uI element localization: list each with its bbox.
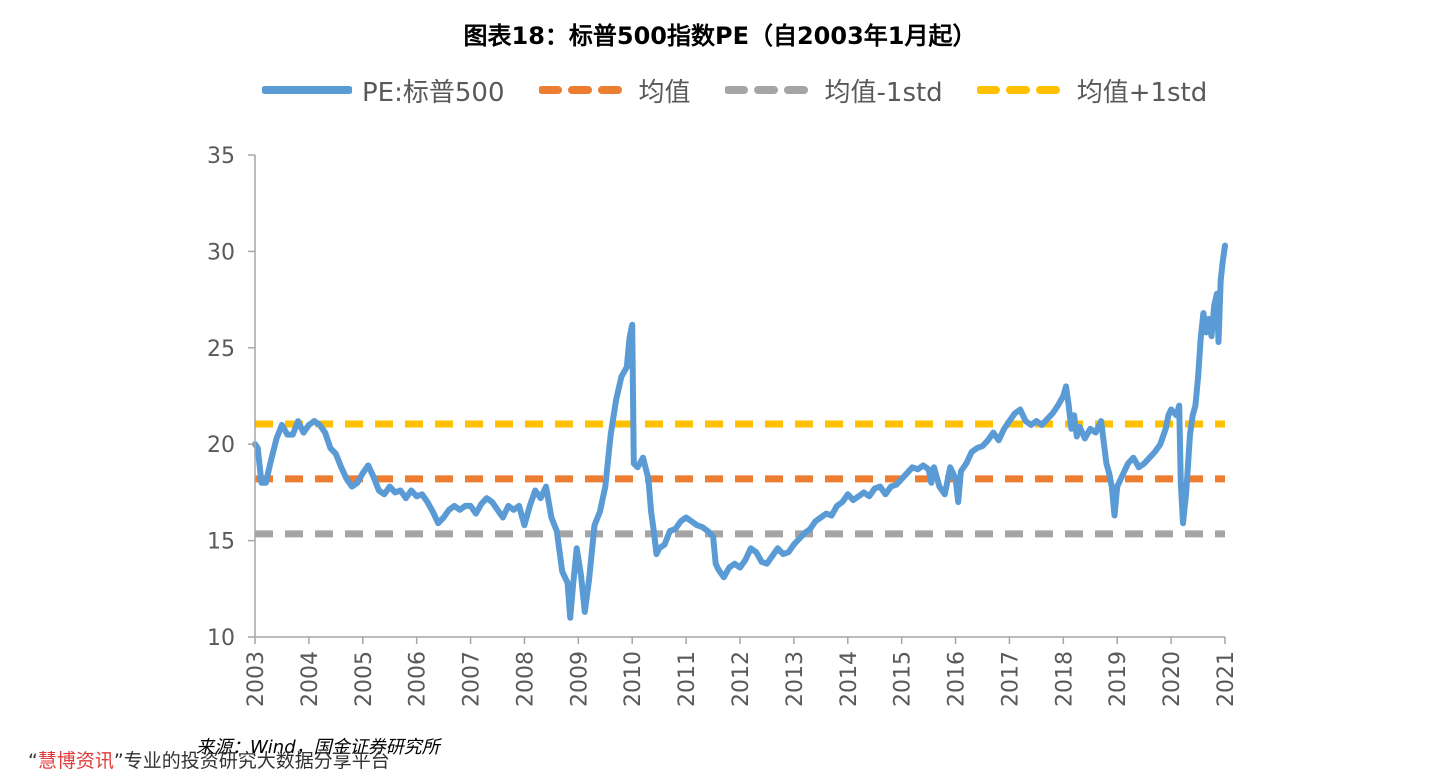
legend-swatch	[538, 86, 629, 94]
y-tick-label: 30	[207, 240, 235, 265]
source-note: 来源：Wind，国金证券研究所	[196, 737, 440, 758]
x-tick-label: 2019	[1106, 651, 1131, 707]
y-tick-label: 15	[207, 530, 235, 555]
y-tick-label: 10	[207, 626, 235, 651]
legend-label: 均值-1std	[824, 77, 943, 108]
legend: PE:标普500 均值 均值-1std 均值+1std	[262, 70, 1207, 110]
x-tick-label: 2004	[298, 651, 323, 707]
watermark-suffix: ”专业的投资研究大数据分享平台	[113, 750, 390, 772]
series-line-0	[252, 242, 1228, 621]
x-tick-label: 2005	[352, 651, 377, 707]
watermark-prefix: “	[28, 750, 38, 772]
x-tick-label: 2010	[621, 651, 646, 707]
x-tick-label: 2011	[675, 651, 700, 707]
legend-label: 均值	[638, 77, 691, 108]
legend-item: 均值	[538, 72, 691, 109]
x-tick-label: 2020	[1160, 651, 1185, 707]
x-tick-label: 2015	[891, 651, 916, 707]
x-tick-label: 2013	[783, 651, 808, 707]
legend-swatch	[724, 86, 815, 94]
legend-item: PE:标普500	[262, 72, 505, 109]
watermark-brand: 慧博资讯	[37, 750, 114, 772]
legend-swatch	[976, 86, 1067, 94]
legend-label: PE:标普500	[362, 77, 505, 108]
x-tick-label: 2018	[1052, 651, 1077, 707]
x-tick-label: 2008	[513, 651, 538, 707]
x-tick-label: 2009	[567, 651, 592, 707]
y-tick-label: 20	[207, 433, 235, 458]
y-tick-label: 35	[207, 144, 235, 169]
x-tick-label: 2016	[945, 651, 970, 707]
x-tick-label: 2006	[406, 651, 431, 707]
x-tick-label: 2007	[460, 651, 485, 707]
series-layer	[252, 242, 1228, 621]
legend-label: 均值+1std	[1076, 77, 1208, 108]
x-tick-label: 2012	[729, 651, 754, 707]
legend-item: 均值-1std	[724, 72, 943, 109]
x-tick-label: 2003	[244, 651, 269, 707]
legend-swatch	[262, 86, 352, 94]
x-tick-label: 2021	[1214, 651, 1239, 707]
x-tick-label: 2014	[837, 651, 862, 707]
x-tick-label: 2017	[998, 651, 1023, 707]
watermark: “慧博资讯”专业的投资研究大数据分享平台	[28, 746, 390, 773]
axes-layer: 10 15 20 25 30 35 2003 2004 2005 2006 2007 2008 2009…	[207, 144, 1239, 707]
legend-item: 均值+1std	[976, 72, 1208, 109]
y-tick-label: 25	[207, 337, 235, 362]
chart-title: 图表18：标普500指数PE（自2003年1月起）	[463, 22, 977, 50]
